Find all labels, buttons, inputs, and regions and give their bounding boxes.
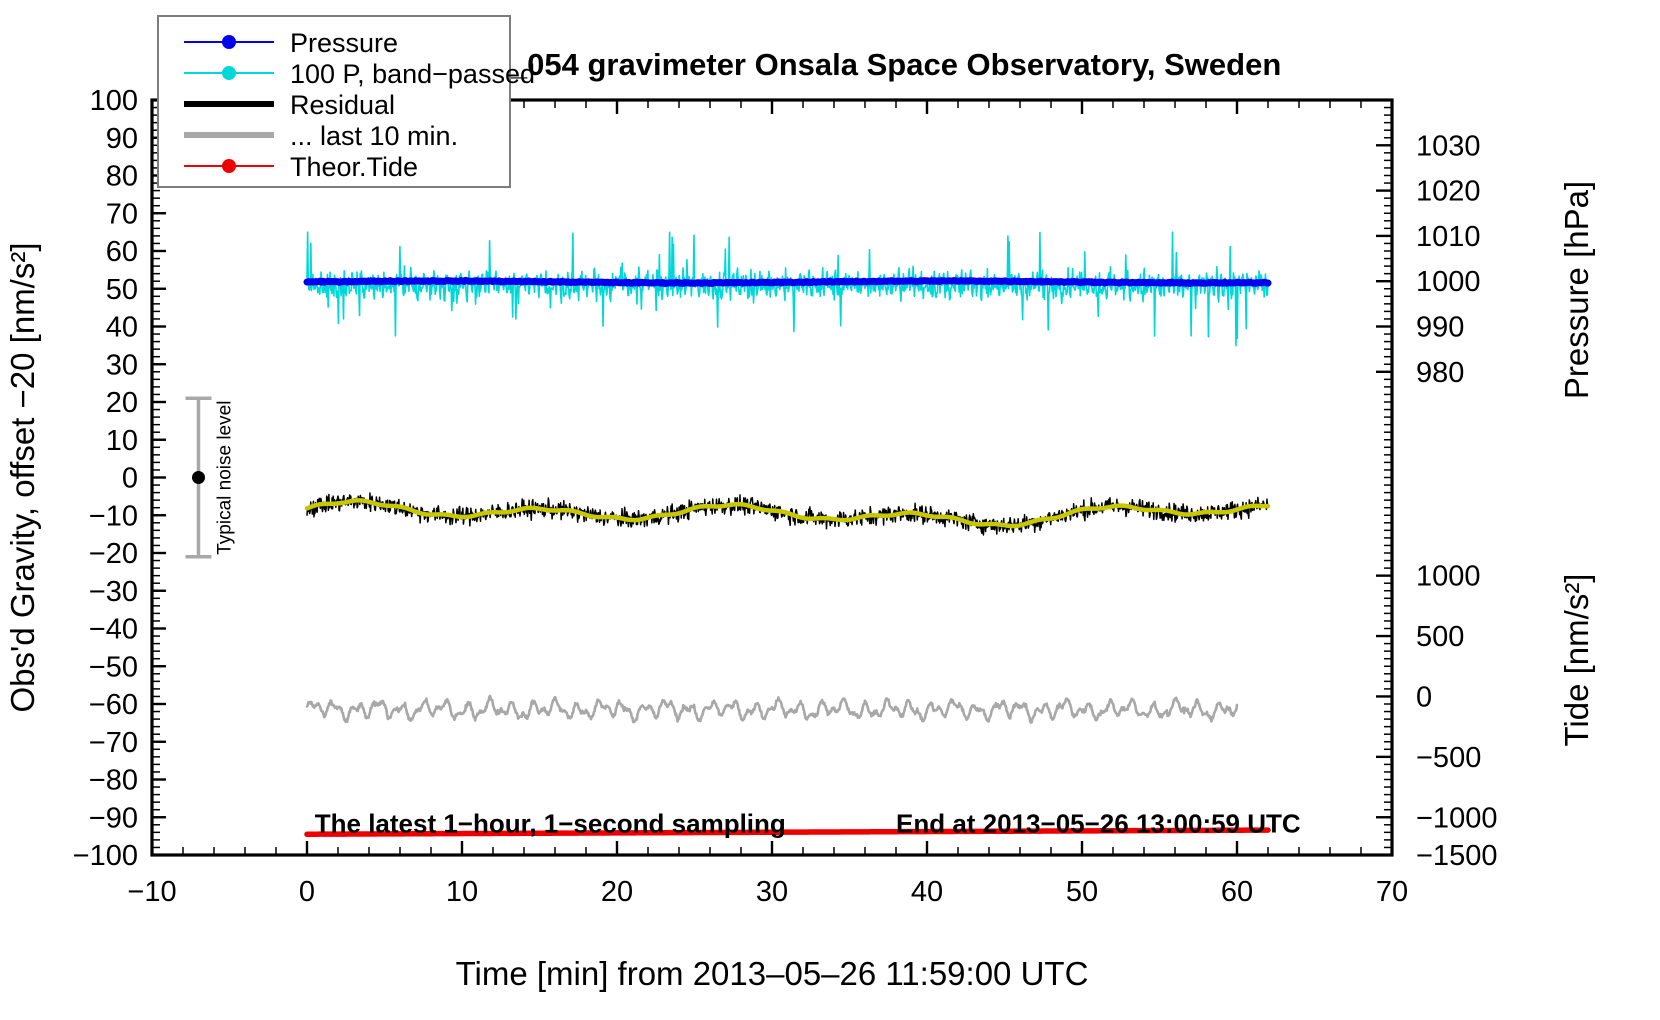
x-tick-label: −10	[127, 876, 176, 908]
y-tick-label: 0	[122, 463, 138, 495]
right-tick-label-pressure: 1030	[1416, 130, 1481, 162]
legend-swatch-marker	[222, 35, 236, 49]
legend-swatch-marker	[222, 66, 236, 80]
right-tick-label-pressure: 1000	[1416, 266, 1481, 298]
series-residual-smoothed	[304, 498, 1271, 529]
right-tick-label-pressure: 980	[1416, 357, 1464, 389]
y-tick-label: −50	[89, 651, 138, 683]
y-tick-label: −80	[89, 765, 138, 797]
legend-entry-label[interactable]: ... last 10 min.	[290, 121, 458, 151]
right-tick-label-tide: −1000	[1416, 802, 1497, 834]
y-tick-label: −30	[89, 576, 138, 608]
y-tick-label: 70	[106, 198, 138, 230]
right-tick-label-tide: −500	[1416, 742, 1481, 774]
y-tick-label: 30	[106, 349, 138, 381]
x-tick-label: 70	[1376, 876, 1408, 908]
y-tick-label: 90	[106, 123, 138, 155]
series-last-10-min	[305, 694, 1239, 724]
y-tick-label: 40	[106, 312, 138, 344]
y-tick-label: 80	[106, 161, 138, 193]
series-band-passed	[306, 231, 1269, 347]
y-tick-label: −20	[89, 538, 138, 570]
legend-swatch-marker	[222, 159, 236, 173]
typical-noise-level-label: Typical noise level	[215, 401, 236, 555]
x-axis-title: Time [min] from 2013–05–26 11:59:00 UTC	[456, 955, 1089, 992]
x-tick-label: 30	[756, 876, 788, 908]
y-tick-label: 50	[106, 274, 138, 306]
y-tick-label: −90	[89, 802, 138, 834]
y-axis-title-left: Obs'd Gravity, offset −20 [nm/s²]	[4, 242, 41, 712]
right-tick-label-tide: 1000	[1416, 561, 1481, 593]
y-tick-label: −60	[89, 689, 138, 721]
legend-entry-label[interactable]: Pressure	[290, 28, 398, 58]
series-theor-tide	[304, 827, 1271, 837]
y-tick-label: 100	[90, 85, 138, 117]
plot-frame	[150, 98, 1394, 857]
right-tick-label-tide: 0	[1416, 681, 1432, 713]
y-axis-title-tide: Tide [nm/s²]	[1558, 574, 1595, 747]
legend-entry-label[interactable]: Theor.Tide	[290, 152, 418, 182]
right-tick-label-pressure: 1010	[1416, 221, 1481, 253]
x-tick-label: 60	[1221, 876, 1253, 908]
x-tick-label: 0	[299, 876, 315, 908]
end-time-note: End at 2013−05−26 13:00:59 UTC	[896, 808, 1301, 838]
legend-entry-label[interactable]: Residual	[290, 90, 395, 120]
y-tick-label: −70	[89, 727, 138, 759]
x-tick-label: 50	[1066, 876, 1098, 908]
y-tick-label: −100	[73, 840, 138, 872]
noise-errorbar-dot	[192, 471, 205, 484]
right-tick-label-pressure: 1020	[1416, 176, 1481, 208]
y-tick-label: 10	[106, 425, 138, 457]
legend-entry-label[interactable]: 100 P, band−passed	[290, 59, 535, 89]
chart-title: SCG_054 gravimeter Onsala Space Observat…	[443, 47, 1282, 82]
right-tick-label-tide: 500	[1416, 621, 1464, 653]
right-tick-label-tide: −1500	[1416, 840, 1497, 872]
y-tick-label: 60	[106, 236, 138, 268]
right-tick-label-pressure: 990	[1416, 312, 1464, 344]
latest-sampling-note: The latest 1−hour, 1−second sampling	[315, 808, 786, 838]
series-pressure	[303, 276, 1272, 288]
x-tick-label: 10	[446, 876, 478, 908]
x-tick-label: 40	[911, 876, 943, 908]
x-tick-label: 20	[601, 876, 633, 908]
y-tick-label: −40	[89, 614, 138, 646]
y-tick-label: 20	[106, 387, 138, 419]
y-tick-label: −10	[89, 500, 138, 532]
y-axis-title-pressure: Pressure [hPa]	[1558, 181, 1595, 399]
